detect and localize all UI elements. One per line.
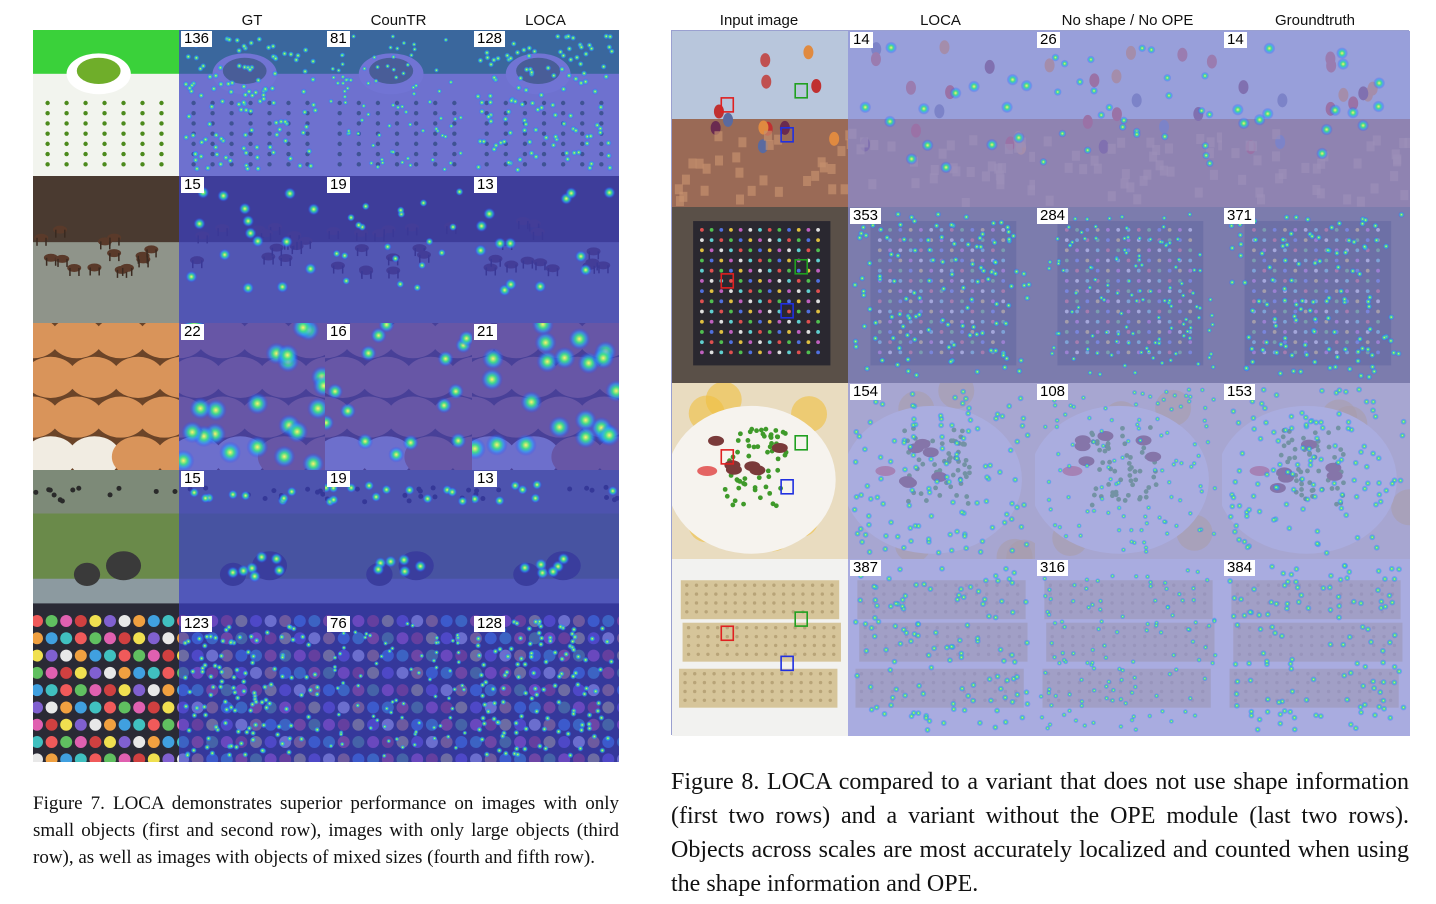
fig8-input-image-plate-peas (672, 383, 848, 559)
count-label: 128 (474, 616, 506, 632)
fig8-density-map: 387 (848, 559, 1035, 736)
figure8-caption: Figure 8. LOCA compared to a variant tha… (671, 769, 1409, 897)
count-label: 128 (474, 31, 506, 47)
count-label: 19 (327, 177, 350, 193)
fig8-density-map: 316 (1035, 559, 1222, 736)
count-label: 284 (1037, 208, 1069, 224)
fig7-density-map: 19 (325, 470, 472, 615)
count-label: 14 (850, 32, 873, 48)
count-label: 15 (181, 177, 204, 193)
fig7-header-loca: LOCA (525, 12, 566, 29)
figure8-grid: 14 26 14 353 284 371 154 108 153 387 316 384 (671, 30, 1410, 736)
fig8-density-map: 371 (1222, 207, 1410, 383)
fig7-density-map: 81 (325, 30, 472, 176)
count-label: 136 (181, 31, 213, 47)
fig7-input-image-markers (33, 615, 179, 762)
fig8-density-map: 154 (848, 383, 1035, 559)
fig7-input-image-eggs (33, 323, 179, 470)
count-label: 13 (474, 177, 497, 193)
count-label: 14 (1224, 32, 1247, 48)
fig7-density-map: 128 (472, 615, 619, 762)
fig8-density-map: 353 (848, 207, 1035, 383)
fig7-density-map: 123 (179, 615, 325, 762)
count-label: 76 (327, 616, 350, 632)
count-label: 16 (327, 324, 350, 340)
fig7-header-countr: CounTR (370, 12, 427, 29)
fig8-density-map: 384 (1222, 559, 1410, 736)
fig7-density-map: 15 (179, 176, 325, 323)
fig7-header-gt: GT (241, 12, 263, 29)
count-label: 22 (181, 324, 204, 340)
fig8-density-map: 26 (1035, 31, 1222, 207)
fig7-density-map: 19 (325, 176, 472, 323)
fig7-input-image-elephants (33, 470, 179, 615)
fig7-input-image-deer (33, 176, 179, 323)
count-label: 387 (850, 560, 882, 576)
figure7-caption: Figure 7. LOCA demonstrates superior per… (33, 793, 619, 868)
count-label: 108 (1037, 384, 1069, 400)
count-label: 19 (327, 471, 350, 487)
fig7-density-map: 76 (325, 615, 472, 762)
count-label: 123 (181, 616, 213, 632)
fig7-density-map: 13 (472, 176, 619, 323)
count-label: 13 (474, 471, 497, 487)
fig7-input-image-peas (33, 30, 179, 176)
fig7-density-map: 136 (179, 30, 325, 176)
fig8-density-map: 14 (1222, 31, 1410, 207)
count-label: 15 (181, 471, 204, 487)
fig8-input-image-lego (672, 559, 848, 736)
fig8-header-noshape: No shape / No OPE (1061, 12, 1194, 29)
figure7-grid: 136 81 128 15 19 13 22 16 21 15 19 13 123 76 128 (33, 30, 619, 762)
fig8-header-loca: LOCA (920, 12, 961, 29)
count-label: 153 (1224, 384, 1256, 400)
count-label: 21 (474, 324, 497, 340)
fig8-input-image-balloons (672, 31, 848, 207)
count-label: 154 (850, 384, 882, 400)
fig8-header-input: Input image (719, 12, 799, 29)
count-label: 26 (1037, 32, 1060, 48)
fig8-density-map: 108 (1035, 383, 1222, 559)
fig7-density-map: 13 (472, 470, 619, 615)
fig7-density-map: 16 (325, 323, 472, 470)
fig8-density-map: 284 (1035, 207, 1222, 383)
count-label: 353 (850, 208, 882, 224)
count-label: 371 (1224, 208, 1256, 224)
fig7-density-map: 21 (472, 323, 619, 470)
count-label: 384 (1224, 560, 1256, 576)
fig7-density-map: 22 (179, 323, 325, 470)
fig7-density-map: 128 (472, 30, 619, 176)
fig8-density-map: 153 (1222, 383, 1410, 559)
fig8-header-groundtruth: Groundtruth (1274, 12, 1356, 29)
fig7-density-map: 15 (179, 470, 325, 615)
fig8-density-map: 14 (848, 31, 1035, 207)
fig8-input-image-beads (672, 207, 848, 383)
count-label: 316 (1037, 560, 1069, 576)
count-label: 81 (327, 31, 350, 47)
